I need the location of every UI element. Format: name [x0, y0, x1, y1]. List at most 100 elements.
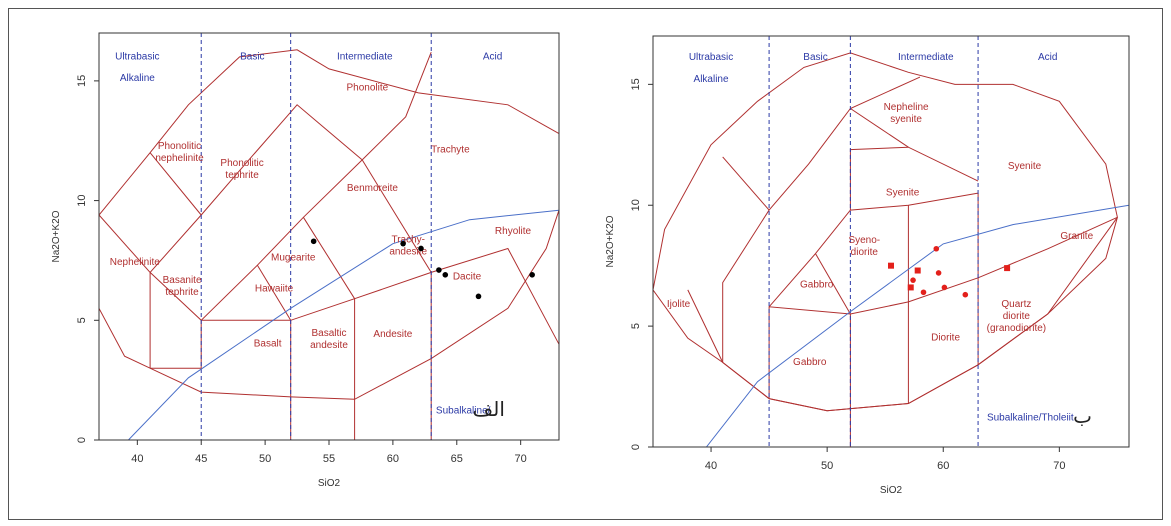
field-label: Phonolitic tephrite: [220, 158, 263, 181]
x-tick-label: 60: [937, 460, 949, 472]
data-point: [400, 240, 406, 247]
field-label: Syenite: [886, 188, 920, 199]
y-tick-label: 5: [630, 323, 642, 329]
x-tick-label: 50: [821, 460, 833, 472]
field-label: Dacite: [453, 272, 482, 283]
y-tick-label: 0: [76, 437, 88, 443]
alkaline-divider-line: [128, 209, 559, 440]
panel-2: 40 50 60 70 0 5 10 15 SiO2 Na2O+K2O Ultrabasic Basi…: [605, 35, 1130, 496]
data-point: [935, 270, 942, 276]
field-boundary: [256, 264, 292, 321]
field-boundary: [849, 146, 979, 211]
field-boundary: [149, 152, 202, 216]
field-label: Nephelinite: [110, 257, 160, 268]
zone-label: Ultrabasic: [689, 52, 733, 63]
field-label: Phonolitic nephelinite: [155, 141, 204, 164]
field-boundary: [850, 108, 909, 148]
field-label: Basalt: [254, 339, 282, 350]
field-label: Quartz diorite (granodiorite): [987, 299, 1046, 334]
field-outline: [99, 49, 559, 400]
field-label: Syeno-diorite: [848, 235, 880, 258]
field-label: Trachyte: [431, 145, 470, 156]
zone-label: Basic: [803, 52, 827, 63]
field-label: Andesite: [373, 329, 412, 340]
data-point: [914, 267, 921, 274]
field-boundary: [302, 217, 356, 299]
field-boundary: [687, 217, 1118, 412]
zone-label: Subalkaline/: [436, 406, 491, 417]
field-label: Benmoreite: [347, 183, 399, 194]
tas-diagrams: 40 45 50 55 60 65 70051015SiO2Na2O+K2OUltrabas…: [51, 32, 1130, 496]
data-point: [475, 293, 482, 300]
field-boundary: [361, 159, 432, 273]
x-tick-label: 40: [131, 453, 143, 465]
zone-label: Acid: [1038, 52, 1057, 63]
y-axis-label: Na2O+K2O: [51, 210, 62, 262]
field-boundary: [815, 253, 851, 315]
field-label: Gabbro: [793, 357, 827, 368]
y-tick-label: 15: [630, 78, 642, 90]
field-label: Phonolite: [346, 82, 388, 93]
field-boundary: [99, 214, 151, 273]
plot-area: [99, 33, 559, 440]
data-point: [1004, 265, 1011, 272]
y-tick-label: 10: [630, 199, 642, 211]
x-tick-label: 50: [259, 453, 271, 465]
field-boundary: [722, 76, 921, 363]
plot-box: [98, 32, 560, 441]
y-tick-label: 0: [630, 444, 642, 450]
data-point: [907, 284, 914, 291]
x-tick-label: 55: [323, 453, 335, 465]
zone-label: Alkaline: [120, 73, 155, 84]
field-boundary: [150, 320, 202, 369]
field-label: Gabbro: [800, 279, 834, 290]
field-label: Hawaiite: [255, 284, 294, 295]
field-label: Syenite: [1008, 161, 1042, 172]
y-tick-label: 10: [76, 194, 88, 206]
data-point: [310, 238, 317, 245]
panel-1: 40 45 50 55 60 65 70 0 5 10 15 SiO2 Na2O+K2O Ultrabas…: [51, 32, 560, 489]
data-point: [933, 245, 940, 252]
x-tick-label: 45: [195, 453, 207, 465]
field-label: Diorite: [931, 333, 960, 344]
y-tick-label: 15: [76, 75, 88, 87]
plot-area: [653, 36, 1129, 447]
field-label: Ijolite: [667, 299, 691, 310]
field-label: Granite: [1060, 231, 1093, 242]
panel-tag: ب: [1073, 404, 1092, 428]
data-point: [888, 262, 894, 269]
x-tick-label: 65: [451, 453, 463, 465]
panel-tag: الف: [473, 397, 505, 421]
x-tick-label: 70: [1053, 460, 1065, 472]
field-boundary: [201, 247, 559, 346]
data-point: [442, 272, 449, 278]
field-label: Mugearite: [271, 252, 316, 263]
zone-label: Alkaline: [694, 74, 729, 85]
data-point: [529, 272, 535, 278]
x-tick-label: 40: [705, 460, 717, 472]
field-label: Trachy-andesite: [389, 234, 427, 257]
x-tick-label: 60: [387, 453, 399, 465]
zone-label: Acid: [483, 51, 502, 62]
zone-label: Ultrabasic: [115, 51, 159, 62]
data-point: [941, 284, 948, 291]
x-tick-label: 70: [515, 453, 527, 465]
field-label: Basanite tephrite: [163, 275, 202, 298]
field-boundary: [722, 156, 770, 211]
field-label: Nepheline syenite: [884, 102, 929, 125]
x-axis-label: SiO2: [318, 478, 341, 489]
data-point: [418, 245, 424, 252]
y-tick-label: 5: [76, 317, 88, 323]
data-point: [910, 277, 916, 283]
data-point: [920, 289, 927, 296]
field-label: Rhyolite: [495, 226, 532, 237]
zone-label: Basic: [240, 51, 264, 62]
figure-frame: 40 45 50 55 60 65 70 0 5 10 15 SiO2 Na2O+K2O Ultrabas…: [8, 8, 1163, 520]
plot-box: [652, 35, 1130, 448]
alkaline-divider-line: [706, 204, 1129, 447]
zone-label: Intermediate: [337, 51, 393, 62]
field-label: Basaltic andesite: [310, 328, 348, 351]
x-axis-label: SiO2: [880, 485, 903, 496]
field-boundary: [200, 104, 363, 216]
zone-label: Intermediate: [898, 52, 954, 63]
